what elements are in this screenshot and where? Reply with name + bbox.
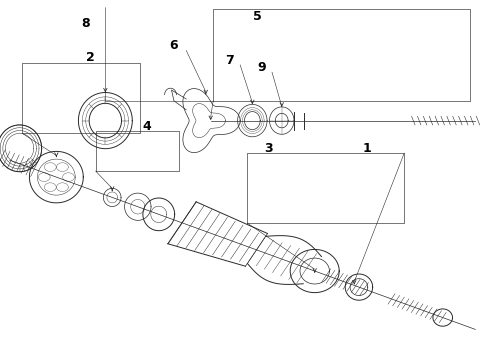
Text: 2: 2 — [86, 51, 95, 64]
Text: 8: 8 — [81, 17, 90, 30]
Text: 7: 7 — [225, 54, 234, 67]
Text: 5: 5 — [253, 10, 262, 23]
Text: 1: 1 — [362, 142, 371, 155]
Text: 9: 9 — [258, 61, 267, 74]
Text: 4: 4 — [143, 120, 151, 133]
Text: 3: 3 — [264, 142, 273, 155]
Text: 6: 6 — [170, 39, 178, 51]
